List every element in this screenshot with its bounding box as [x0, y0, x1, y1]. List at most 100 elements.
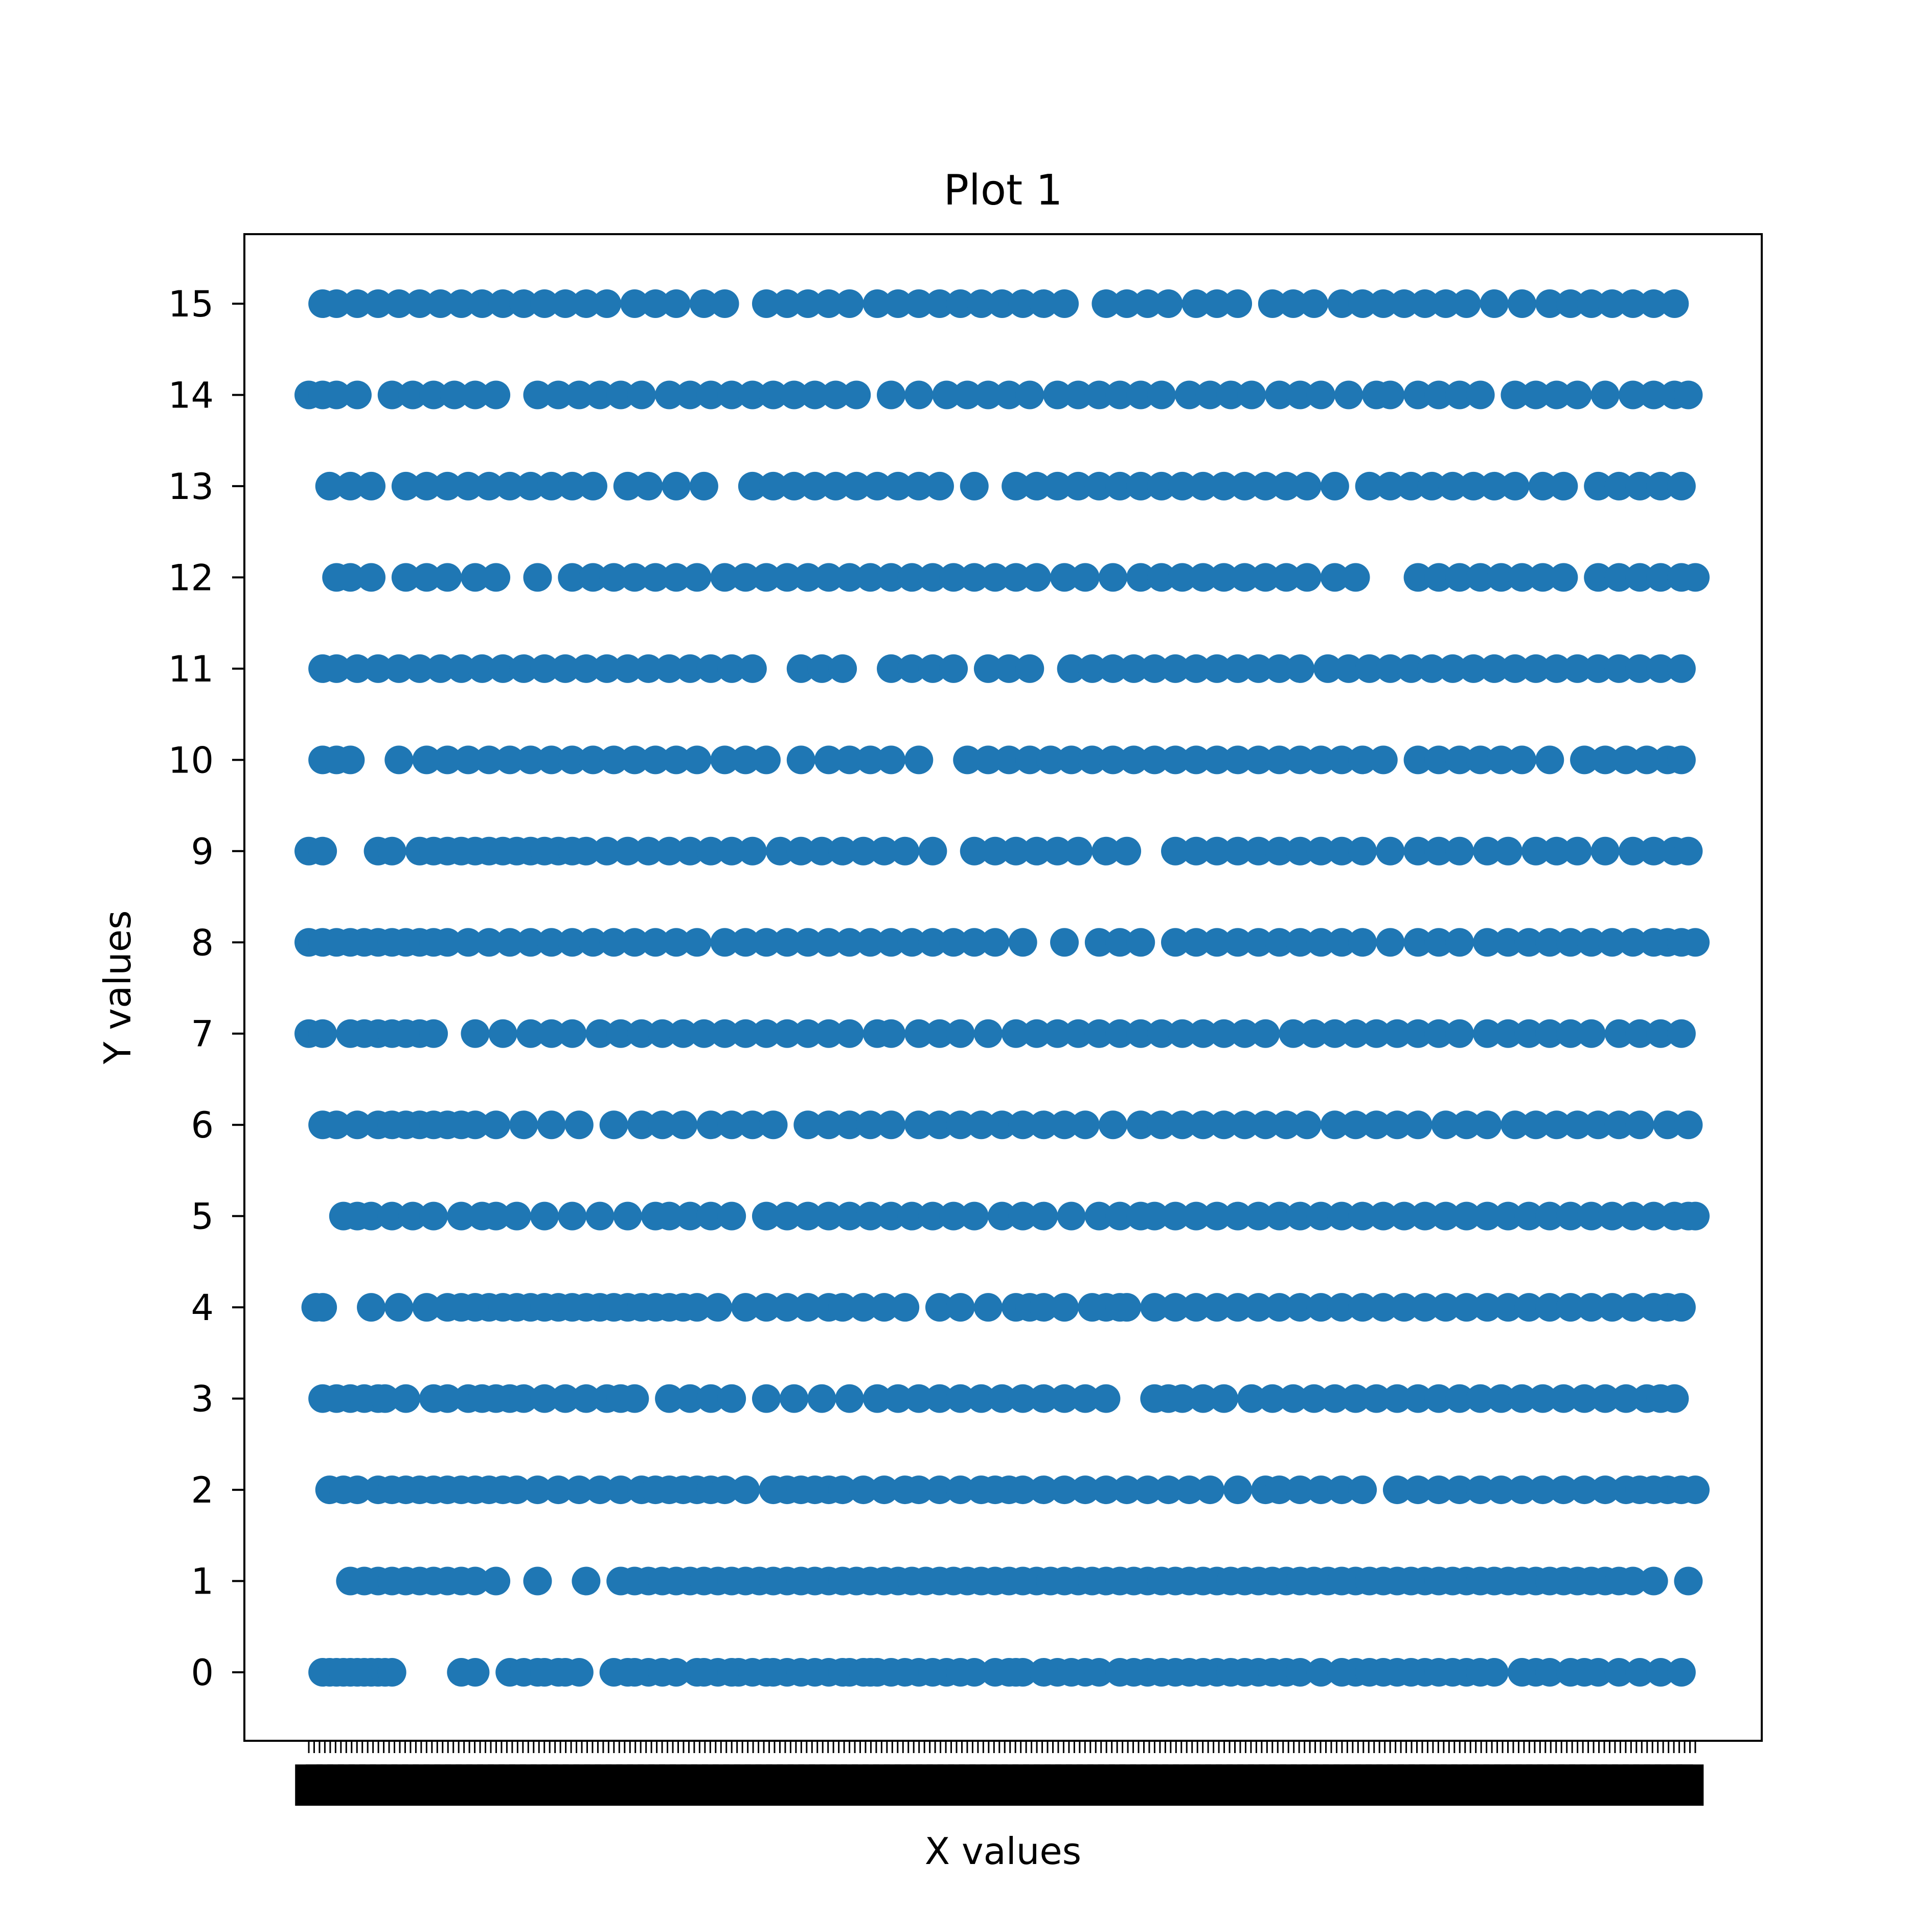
scatter-point: [1064, 1019, 1093, 1048]
scatter-point: [599, 745, 628, 775]
scatter-point: [1147, 1019, 1176, 1048]
scatter-point: [1459, 471, 1488, 501]
scatter-point: [675, 1384, 704, 1413]
scatter-point: [1050, 1475, 1079, 1505]
scatter-point: [1403, 380, 1433, 410]
scatter-point: [1417, 654, 1446, 683]
scatter-point: [1002, 1658, 1031, 1687]
scatter-point: [1126, 1019, 1155, 1048]
scatter-point: [1265, 1293, 1294, 1322]
scatter-point: [1320, 471, 1349, 501]
scatter-point: [1202, 1293, 1232, 1322]
scatter-point: [967, 289, 996, 318]
scatter-point: [1570, 1475, 1599, 1505]
scatter-point: [1542, 654, 1571, 683]
scatter-point: [1008, 1475, 1037, 1505]
x-tick-label: █: [338, 1764, 366, 1806]
scatter-point: [1577, 1019, 1606, 1048]
scatter-point: [696, 380, 725, 410]
scatter-point: [1057, 654, 1086, 683]
scatter-point: [683, 745, 712, 775]
scatter-point: [1279, 289, 1308, 318]
scatter-point: [904, 471, 934, 501]
scatter-point: [641, 563, 670, 592]
x-tick-label: █: [1237, 1764, 1265, 1806]
scatter-point: [371, 1384, 400, 1413]
scatter-point: [641, 289, 670, 318]
scatter-point: [1327, 1475, 1356, 1505]
y-tick-label: 3: [191, 1378, 214, 1420]
scatter-point: [537, 745, 566, 775]
scatter-point: [1382, 1019, 1412, 1048]
scatter-point: [474, 471, 504, 501]
scatter-point: [1501, 654, 1530, 683]
scatter-point: [1244, 836, 1273, 866]
x-tick-label: █: [1665, 1764, 1693, 1806]
scatter-point: [1084, 1658, 1113, 1687]
scatter-point: [1022, 1019, 1051, 1048]
x-tick-label: █: [531, 1764, 558, 1806]
scatter-point: [433, 471, 462, 501]
scatter-point: [523, 563, 552, 592]
y-tick-label: 9: [191, 831, 214, 873]
scatter-point: [1611, 745, 1641, 775]
scatter-point: [1029, 1293, 1058, 1322]
scatter-point: [904, 289, 934, 318]
scatter-point: [453, 471, 483, 501]
scatter-point: [780, 1384, 809, 1413]
scatter-point: [1092, 1384, 1121, 1413]
scatter-point: [433, 1384, 462, 1413]
scatter-point: [516, 928, 545, 957]
scatter-point: [1480, 1658, 1509, 1687]
scatter-point: [988, 1110, 1016, 1140]
scatter-point: [1403, 836, 1433, 866]
scatter-point: [1251, 1019, 1280, 1048]
scatter-point: [1445, 563, 1474, 592]
scatter-point: [412, 745, 441, 775]
scatter-point: [1168, 1384, 1197, 1413]
scatter-point: [1411, 289, 1440, 318]
scatter-point: [315, 471, 344, 501]
scatter-point: [1327, 745, 1356, 775]
scatter-point: [689, 289, 718, 318]
scatter-point: [578, 928, 607, 957]
scatter-point: [1369, 745, 1398, 775]
scatter-point: [384, 289, 414, 318]
scatter-point: [1341, 1019, 1370, 1048]
scatter-point: [849, 1475, 878, 1505]
x-tick-label: █: [926, 1764, 954, 1806]
scatter-point: [482, 1110, 511, 1140]
scatter-point: [1265, 745, 1294, 775]
scatter-point: [925, 289, 954, 318]
scatter-point: [502, 1475, 531, 1505]
scatter-point: [1071, 563, 1100, 592]
scatter-point: [1424, 380, 1453, 410]
scatter-point: [967, 1110, 996, 1140]
scatter-point: [377, 1201, 406, 1231]
scatter-point: [1528, 471, 1557, 501]
scatter-point: [772, 1293, 802, 1322]
scatter-point: [1473, 1201, 1502, 1231]
scatter-point: [537, 928, 566, 957]
scatter-point: [946, 1019, 975, 1048]
scatter-point: [1119, 745, 1148, 775]
scatter-point: [1632, 745, 1662, 775]
scatter-point: [461, 563, 490, 592]
scatter-point: [523, 1566, 552, 1596]
scatter-point: [572, 1384, 601, 1413]
scatter-point: [1286, 745, 1315, 775]
scatter-points: [294, 289, 1710, 1687]
scatter-point: [1078, 654, 1107, 683]
scatter-point: [1445, 380, 1474, 410]
scatter-point: [842, 380, 871, 410]
scatter-point: [1050, 928, 1079, 957]
x-tick-label: █: [413, 1764, 440, 1806]
scatter-point: [1577, 289, 1606, 318]
scatter-point: [1598, 289, 1627, 318]
x-tick-label: █: [1408, 1764, 1436, 1806]
scatter-point: [377, 380, 406, 410]
scatter-point: [1452, 1293, 1481, 1322]
scatter-point: [696, 1384, 725, 1413]
scatter-point: [377, 836, 406, 866]
scatter-point: [669, 1110, 698, 1140]
